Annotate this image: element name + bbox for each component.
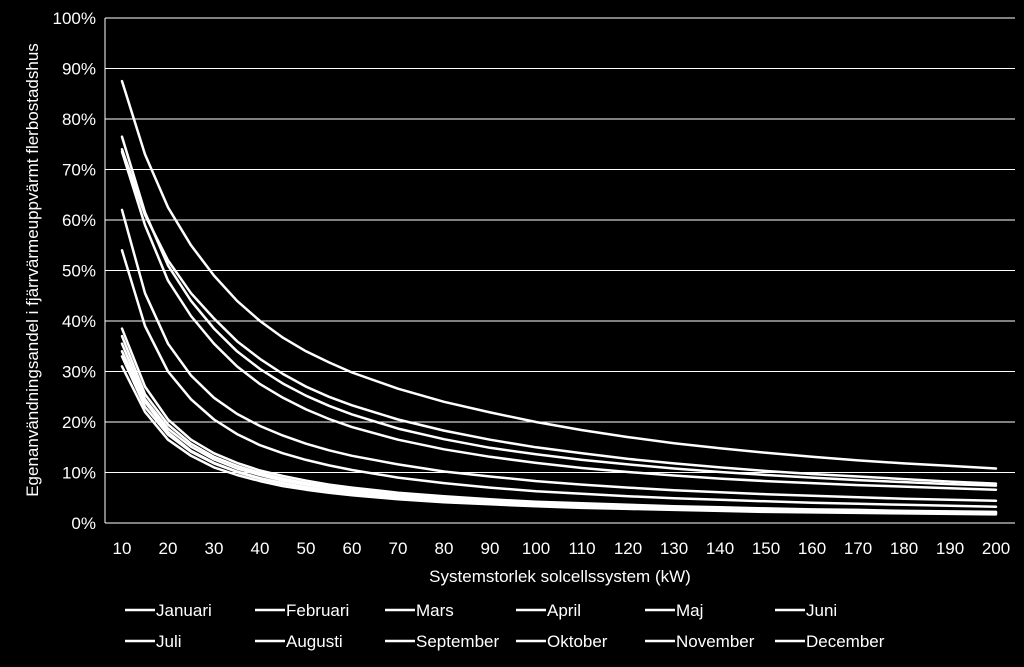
x-tick-labels: 10 20 30 40 50 60 70 80 90 100 110 120 130 140 150 160 1…	[113, 539, 1011, 558]
x-tick-label: 70	[389, 539, 408, 558]
legend-label: Augusti	[286, 632, 343, 651]
series-line-augusti	[120, 208, 998, 503]
x-tick-label: 130	[660, 539, 688, 558]
series-line-mars	[120, 249, 998, 509]
legend-label: Februari	[286, 601, 349, 620]
x-tick-label: 40	[251, 539, 270, 558]
x-tick-label: 10	[113, 539, 132, 558]
y-tick-label: 70%	[62, 161, 96, 180]
x-tick-label: 200	[982, 539, 1010, 558]
y-tick-label: 100%	[53, 9, 96, 28]
x-tick-label: 80	[435, 539, 454, 558]
series-line-december	[120, 355, 998, 516]
y-tick-label: 10%	[62, 464, 96, 483]
series-line-juni	[120, 135, 998, 487]
x-tick-label: 150	[752, 539, 780, 558]
x-tick-label: 120	[614, 539, 642, 558]
y-tick-label: 80%	[62, 110, 96, 129]
y-tick-label: 0%	[71, 514, 96, 533]
x-tick-label: 190	[936, 539, 964, 558]
x-tick-label: 60	[343, 539, 362, 558]
legend-label: September	[416, 632, 499, 651]
legend-label: Mars	[416, 601, 454, 620]
series-line-april	[120, 150, 998, 491]
series-line-februari	[120, 350, 998, 515]
x-tick-label: 140	[706, 539, 734, 558]
y-tick-label: 20%	[62, 413, 96, 432]
series-line-november	[120, 342, 998, 515]
x-tick-label: 100	[522, 539, 550, 558]
x-tick-label: 180	[890, 539, 918, 558]
x-tick-label: 170	[844, 539, 872, 558]
series-line-maj	[120, 79, 998, 470]
y-tick-labels: 0% 10% 20% 30% 40% 50% 60% 70% 80% 90% 100%	[53, 9, 96, 533]
legend-label: Januari	[156, 601, 212, 620]
x-tick-label: 90	[481, 539, 500, 558]
y-axis-title: Egenanvändningsandel i fjärrvärmeuppvärm…	[23, 43, 42, 497]
y-tick-label: 90%	[62, 60, 96, 79]
x-tick-label: 30	[205, 539, 224, 558]
legend: Januari Februari Mars April Maj Juni Juli Augus…	[125, 601, 885, 651]
x-axis-title: Systemstorlek solcellssystem (kW)	[429, 567, 691, 586]
x-tick-label: 20	[159, 539, 178, 558]
series-lines	[120, 79, 998, 516]
legend-label: April	[547, 601, 581, 620]
legend-label: Juli	[156, 632, 182, 651]
y-tick-label: 60%	[62, 211, 96, 230]
legend-label: Juni	[806, 601, 837, 620]
y-tick-label: 50%	[62, 262, 96, 281]
x-tick-label: 160	[798, 539, 826, 558]
legend-label: December	[806, 632, 885, 651]
x-tick-label: 110	[568, 539, 595, 558]
x-tick-label: 50	[297, 539, 316, 558]
y-tick-label: 40%	[62, 312, 96, 331]
legend-label: Oktober	[547, 632, 608, 651]
gridlines	[104, 17, 1015, 524]
y-tick-label: 30%	[62, 363, 96, 382]
legend-label: November	[676, 632, 755, 651]
legend-label: Maj	[676, 601, 703, 620]
series-line-juli	[120, 148, 998, 485]
